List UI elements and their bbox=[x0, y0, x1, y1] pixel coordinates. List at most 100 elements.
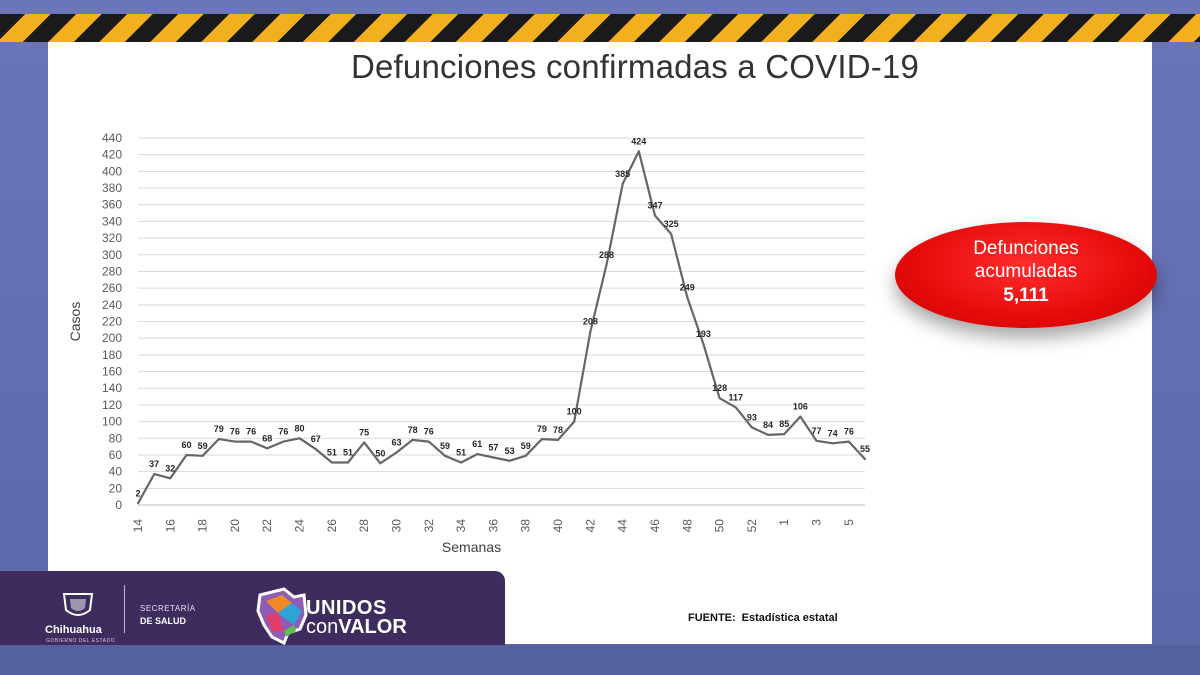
data-point bbox=[750, 426, 753, 429]
data-label: 32 bbox=[165, 463, 175, 473]
state-subtitle: GOBIERNO DEL ESTADO bbox=[46, 638, 115, 644]
data-label: 80 bbox=[295, 423, 305, 433]
y-tick-label: 320 bbox=[102, 231, 122, 245]
data-point bbox=[363, 441, 366, 444]
data-label: 59 bbox=[198, 441, 208, 451]
x-axis-title: Semanas bbox=[442, 539, 501, 555]
state-map-logo-icon bbox=[256, 587, 308, 646]
data-label: 76 bbox=[278, 427, 288, 437]
data-label: 55 bbox=[860, 444, 870, 454]
slogan-valor: VALOR bbox=[338, 616, 407, 638]
data-point bbox=[702, 343, 705, 346]
data-point bbox=[540, 438, 543, 441]
data-label: 76 bbox=[230, 427, 240, 437]
data-label: 78 bbox=[408, 425, 418, 435]
y-axis-title: Casos bbox=[67, 302, 83, 342]
data-label: 85 bbox=[779, 419, 789, 429]
series-line bbox=[137, 150, 866, 504]
x-tick-label: 30 bbox=[389, 519, 403, 533]
data-label: 57 bbox=[488, 442, 498, 452]
data-point bbox=[492, 456, 495, 459]
slogan-con: con bbox=[306, 616, 339, 638]
x-tick-label: 44 bbox=[616, 519, 630, 533]
data-point bbox=[831, 442, 834, 445]
x-tick-label: 28 bbox=[357, 519, 371, 533]
slogan-line-2: conVALOR bbox=[306, 616, 407, 639]
y-tick-label: 60 bbox=[109, 448, 123, 462]
data-point bbox=[783, 433, 786, 436]
total-deaths-badge: Defunciones acumuladas 5,111 bbox=[895, 222, 1157, 328]
badge-line-2: acumuladas bbox=[974, 261, 1078, 282]
data-label: 74 bbox=[828, 428, 838, 438]
y-tick-label: 360 bbox=[102, 198, 122, 212]
data-point bbox=[169, 477, 172, 480]
data-point bbox=[653, 214, 656, 217]
data-point bbox=[557, 438, 560, 441]
page-title: Defunciones confirmadas a COVID-19 bbox=[350, 48, 920, 85]
x-tick-label: 14 bbox=[131, 519, 145, 533]
line-chart: 0204060801001201401601802002202402602803… bbox=[67, 131, 870, 555]
data-point bbox=[443, 454, 446, 457]
data-label: 78 bbox=[553, 425, 563, 435]
y-tick-label: 180 bbox=[102, 348, 122, 362]
data-point bbox=[686, 296, 689, 299]
data-label: 75 bbox=[359, 427, 369, 437]
source-text: Estadística estatal bbox=[741, 612, 838, 624]
x-tick-label: 34 bbox=[454, 519, 468, 533]
y-tick-label: 240 bbox=[102, 298, 122, 312]
data-label: 79 bbox=[214, 424, 224, 434]
y-tick-label: 420 bbox=[102, 148, 122, 162]
data-label: 117 bbox=[728, 392, 743, 402]
x-tick-label: 5 bbox=[842, 519, 856, 526]
data-label: 325 bbox=[664, 219, 679, 229]
footer-divider bbox=[124, 585, 125, 633]
x-tick-label: 52 bbox=[745, 519, 759, 533]
data-point bbox=[605, 263, 608, 266]
data-point bbox=[589, 330, 592, 333]
x-tick-label: 18 bbox=[196, 519, 210, 533]
x-tick-label: 36 bbox=[486, 519, 500, 533]
bottom-bar bbox=[0, 645, 1200, 675]
data-point bbox=[217, 438, 220, 441]
data-point bbox=[637, 150, 640, 153]
data-label: 60 bbox=[181, 440, 191, 450]
data-point bbox=[524, 454, 527, 457]
data-label: 51 bbox=[456, 447, 466, 457]
data-point bbox=[767, 433, 770, 436]
data-label: 424 bbox=[631, 136, 646, 146]
y-tick-label: 0 bbox=[115, 498, 122, 512]
data-point bbox=[718, 397, 721, 400]
hazard-stripe-banner bbox=[0, 14, 1200, 42]
data-point bbox=[153, 473, 156, 476]
y-tick-label: 340 bbox=[102, 214, 122, 228]
data-label: 84 bbox=[763, 420, 773, 430]
x-tick-label: 16 bbox=[163, 519, 177, 533]
data-point bbox=[282, 440, 285, 443]
data-point bbox=[573, 420, 576, 423]
data-point bbox=[266, 447, 269, 450]
y-tick-label: 380 bbox=[102, 181, 122, 195]
data-label: 63 bbox=[391, 437, 401, 447]
data-label: 288 bbox=[599, 250, 614, 260]
data-label: 208 bbox=[583, 317, 598, 327]
data-point bbox=[734, 406, 737, 409]
x-tick-label: 42 bbox=[583, 519, 597, 533]
data-label: 50 bbox=[375, 448, 385, 458]
data-point bbox=[233, 440, 236, 443]
x-tick-label: 20 bbox=[228, 519, 242, 533]
x-tick-label: 24 bbox=[293, 519, 307, 533]
state-emblem-icon bbox=[62, 593, 94, 616]
data-point bbox=[250, 440, 253, 443]
data-label: 59 bbox=[440, 441, 450, 451]
data-point bbox=[201, 454, 204, 457]
y-tick-label: 20 bbox=[109, 481, 123, 495]
y-tick-label: 120 bbox=[102, 398, 122, 412]
data-label: 68 bbox=[262, 433, 272, 443]
data-point bbox=[347, 461, 350, 464]
x-tick-label: 1 bbox=[777, 519, 791, 526]
data-point bbox=[508, 459, 511, 462]
slogan-line-1: UNIDOS bbox=[306, 597, 387, 619]
y-tick-label: 80 bbox=[109, 431, 123, 445]
y-tick-label: 40 bbox=[109, 465, 123, 479]
data-point bbox=[460, 461, 463, 464]
